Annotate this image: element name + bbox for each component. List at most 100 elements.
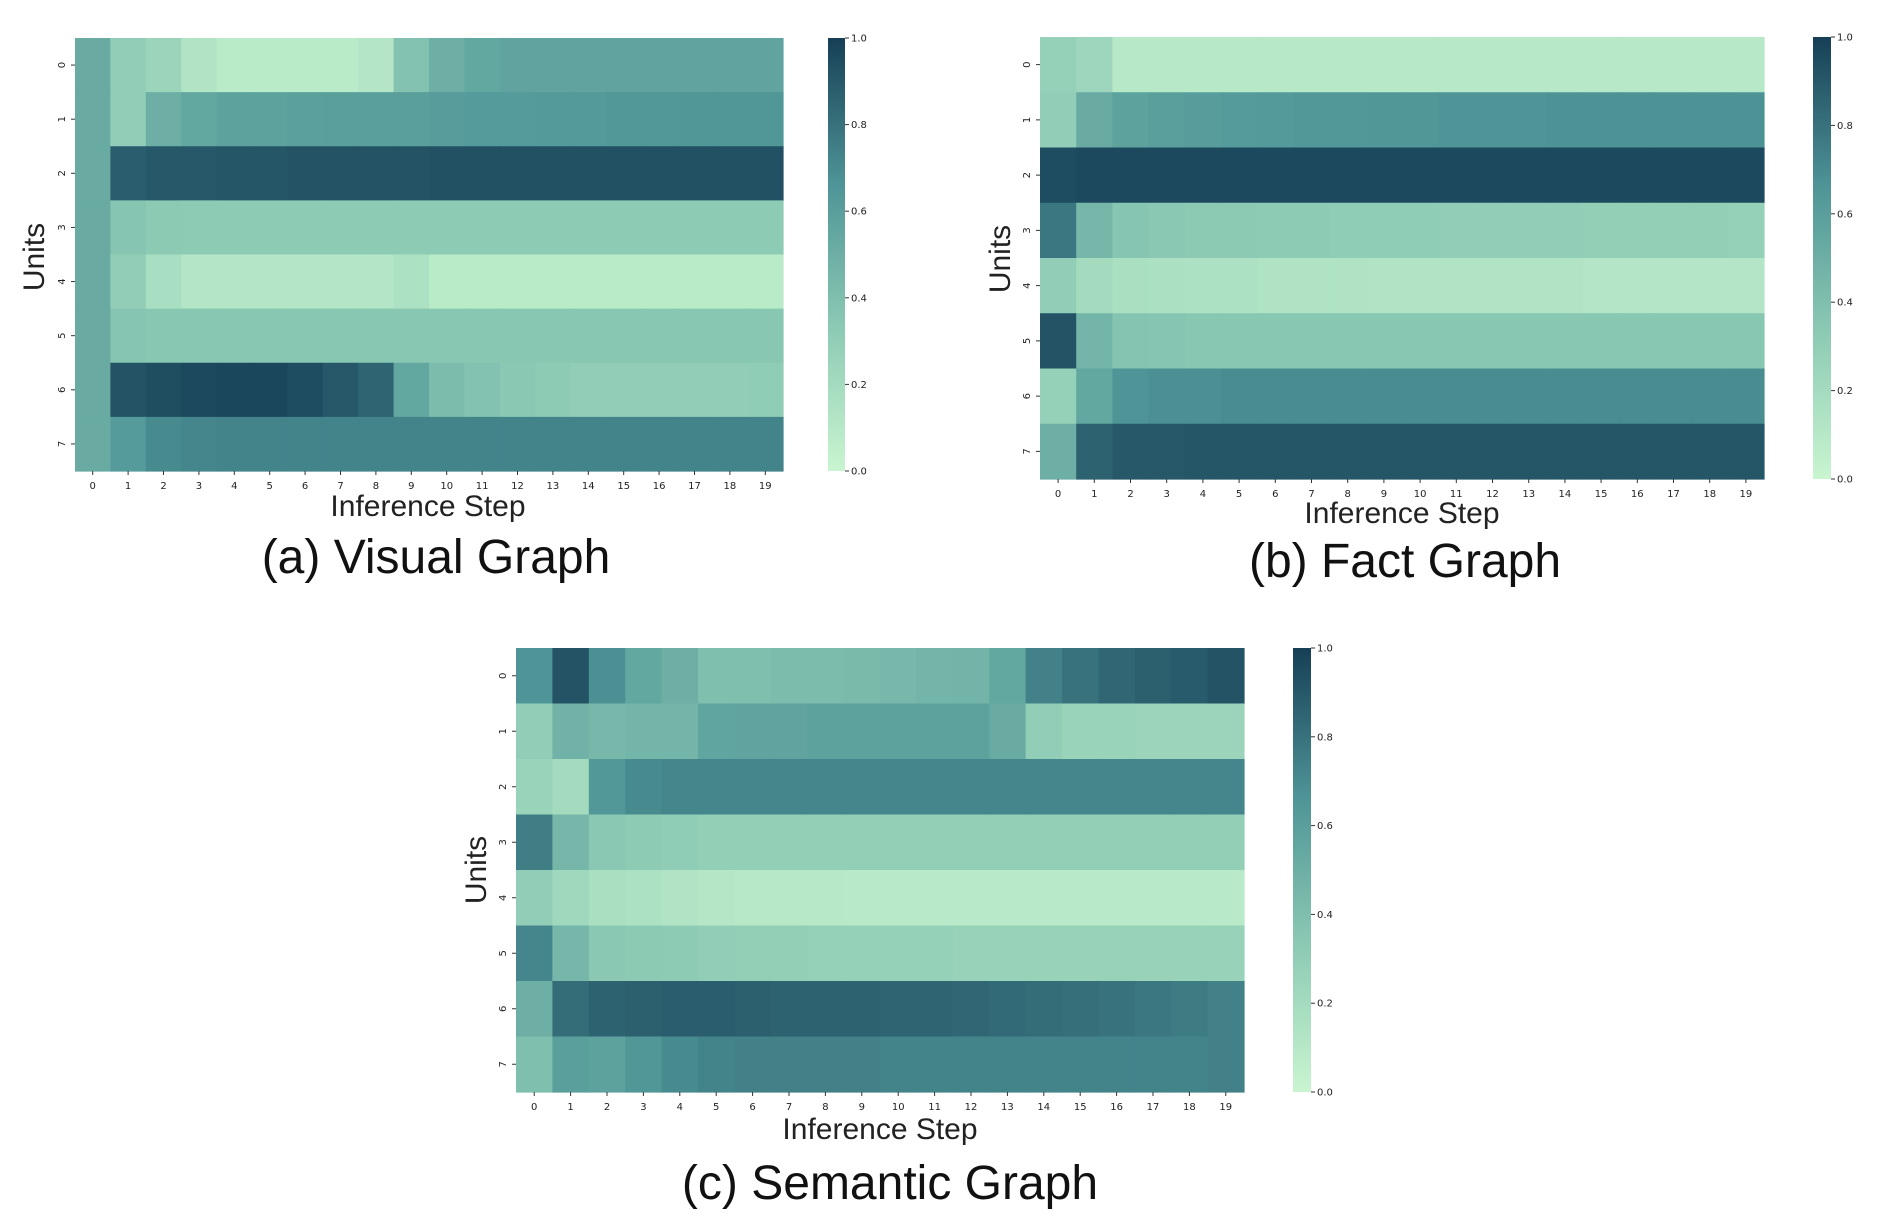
heatmap-cell <box>75 362 111 418</box>
heatmap-cell <box>499 38 536 93</box>
x-tick-label: 17 <box>688 481 701 492</box>
y-tick-labels: 0 1 2 3 4 5 6 7 <box>498 673 516 1067</box>
heatmap-cell <box>734 759 772 816</box>
heatmap-cell <box>916 814 954 871</box>
heatmap-cell <box>588 703 626 760</box>
x-tick-label: 4 <box>231 481 237 492</box>
heatmap-cell <box>770 1036 808 1093</box>
heatmap-cell <box>1329 147 1367 204</box>
heatmap-cell <box>661 703 699 760</box>
heatmap-cell <box>952 870 990 927</box>
x-axis-label: Inference Step <box>330 490 525 523</box>
heatmap-cell <box>1546 368 1584 425</box>
heatmap-cell <box>1691 147 1729 204</box>
y-tick-label: 3 <box>57 224 68 230</box>
heatmap-cell <box>358 254 395 310</box>
heatmap-cell <box>734 981 772 1038</box>
heatmap-cell <box>110 416 147 472</box>
heatmap-cell <box>843 925 881 982</box>
heatmap-cell <box>252 362 288 418</box>
heatmap-cell <box>1076 202 1113 259</box>
heatmap-cell <box>1112 147 1150 204</box>
heatmap-cell <box>807 648 845 705</box>
heatmap-cell <box>712 146 749 201</box>
colorbar-tick-label: 0.2 <box>1317 999 1333 1010</box>
heatmap-cell <box>1040 313 1077 370</box>
heatmap-cell <box>1221 147 1258 204</box>
heatmap-cell <box>1474 258 1512 314</box>
heatmap-cell <box>1207 870 1245 927</box>
heatmap-cell <box>1148 258 1186 314</box>
colorbar-tick-label: 0.6 <box>1837 209 1853 220</box>
heatmap-cell <box>606 146 642 201</box>
heatmap-cell <box>606 362 642 418</box>
heatmap-cell <box>676 308 713 364</box>
heatmap-cell <box>1329 313 1367 370</box>
heatmap-cell <box>464 200 501 256</box>
heatmap-cell <box>429 92 465 147</box>
heatmap-cell <box>747 146 784 201</box>
x-tick-label: 5 <box>1236 489 1242 500</box>
x-tick-labels: 0 1 2 3 4 5 6 7 8 9 10 11 12 13 14 15 16 17 18 19 <box>531 1092 1232 1113</box>
heatmap-cell <box>216 254 253 310</box>
heatmap-cell <box>1207 814 1245 871</box>
heatmap-cells <box>75 38 784 472</box>
heatmap-cell <box>625 814 663 871</box>
heatmap-cell <box>252 38 288 93</box>
x-tick-label: 12 <box>1486 489 1499 500</box>
x-tick-label: 1 <box>567 1102 573 1113</box>
heatmap-cell <box>807 1036 845 1093</box>
heatmap-cell <box>661 648 699 705</box>
x-tick-label: 3 <box>196 481 202 492</box>
heatmap-cell <box>989 1036 1027 1093</box>
heatmap-cell <box>734 1036 772 1093</box>
heatmap-cell <box>1207 925 1245 982</box>
heatmap-cell <box>1098 925 1136 982</box>
x-tick-label: 10 <box>1414 489 1427 500</box>
heatmap-cell <box>570 146 607 201</box>
heatmap-cell <box>535 308 572 364</box>
heatmap-cell <box>1257 258 1294 314</box>
heatmap-cell <box>916 703 954 760</box>
heatmap-cell <box>734 870 772 927</box>
heatmap-cell <box>843 648 881 705</box>
heatmap-cell <box>110 38 147 93</box>
heatmap-cell <box>216 308 253 364</box>
heatmap-cell <box>588 759 626 816</box>
heatmap-cell <box>75 308 111 364</box>
heatmap-cell <box>1293 92 1331 149</box>
x-tick-label: 11 <box>928 1102 941 1113</box>
heatmap-cell <box>1112 37 1150 93</box>
heatmap-cell <box>770 648 808 705</box>
heatmap-cell <box>1402 313 1439 370</box>
heatmap-cell <box>429 146 465 201</box>
heatmap-cell <box>552 814 590 871</box>
y-tick-label: 7 <box>57 441 68 447</box>
heatmap-cell <box>1025 981 1063 1038</box>
heatmap-cell <box>1727 147 1765 204</box>
heatmap-cell <box>322 92 359 147</box>
heatmap-cell <box>1025 925 1063 982</box>
colorbar-tick-label: 1.0 <box>851 34 867 45</box>
heatmap-cell <box>1134 759 1172 816</box>
heatmap-cell <box>1329 37 1367 93</box>
heatmap-cell <box>1655 313 1693 370</box>
heatmap-cell <box>770 759 808 816</box>
heatmap-cell <box>641 362 678 418</box>
heatmap-cell <box>1402 147 1439 204</box>
heatmap-cell <box>1098 759 1136 816</box>
heatmap-cell <box>181 308 218 364</box>
heatmap-cell <box>1207 759 1245 816</box>
x-tick-label: 3 <box>640 1102 646 1113</box>
heatmap-cell <box>1655 202 1693 259</box>
x-tick-label: 10 <box>440 481 453 492</box>
heatmap-cell <box>807 925 845 982</box>
heatmap-cell <box>1293 423 1331 480</box>
x-tick-label: 14 <box>1559 489 1572 500</box>
heatmap-cell <box>464 362 501 418</box>
heatmap-cell <box>287 362 324 418</box>
heatmap-cell <box>110 362 147 418</box>
heatmap-cell <box>1257 147 1294 204</box>
x-tick-label: 19 <box>1740 489 1753 500</box>
heatmap-cell <box>1134 925 1172 982</box>
